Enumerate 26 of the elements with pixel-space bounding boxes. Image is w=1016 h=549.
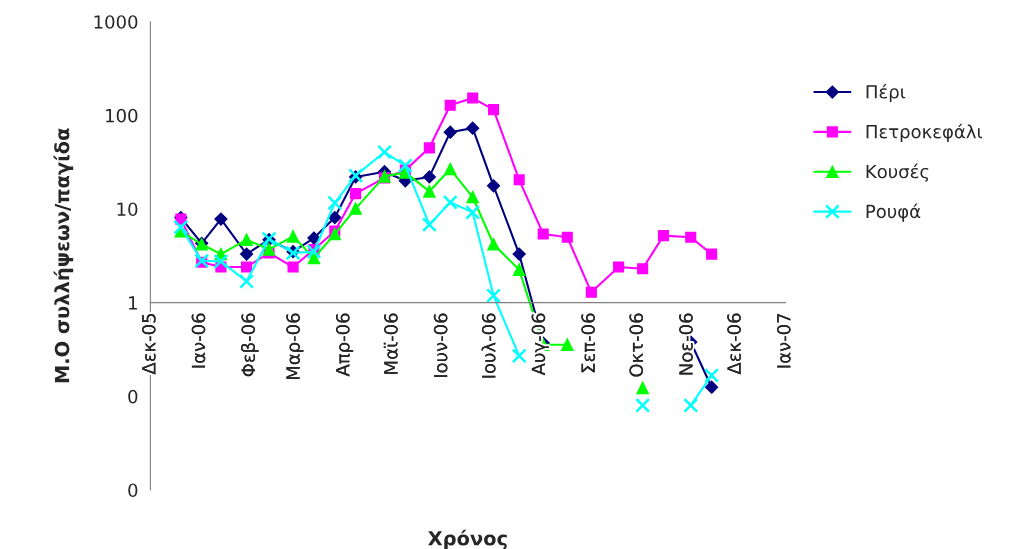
legend-label: Κουσές bbox=[866, 163, 929, 182]
x-tick-label: Μαϊ-06 bbox=[383, 313, 398, 374]
x-tick-label: Αυγ-06 bbox=[531, 313, 549, 376]
x-tick-label: Ιουν-06 bbox=[433, 313, 448, 378]
x-tick-label: Φεβ-06 bbox=[240, 313, 259, 377]
x-tick-label: Οκτ-06 bbox=[629, 313, 644, 377]
x-axis-title: Χρόνος bbox=[428, 529, 507, 549]
x-tick-label: Δεκ-06 bbox=[727, 313, 741, 375]
legend-label: Πετροκεφάλι bbox=[866, 123, 982, 142]
y-tick-label: 1 bbox=[129, 296, 137, 310]
y-tick-label: 0 bbox=[128, 483, 138, 498]
x-tick-label: Απρ-06 bbox=[335, 313, 354, 377]
x-tick-label: Ιαν-07 bbox=[776, 313, 791, 368]
x-tick-label: Ιουλ-06 bbox=[481, 313, 496, 378]
y-tick-label: 0 bbox=[128, 389, 138, 404]
x-tick-label: Μαρ-06 bbox=[286, 313, 304, 380]
legend-label: Πέρι bbox=[866, 83, 906, 103]
y-tick-label: 1000 bbox=[94, 15, 138, 29]
x-tick-label: Δεκ-05 bbox=[141, 313, 156, 375]
y-axis-title: Μ.Ο συλλήψεων/παγίδα bbox=[53, 128, 74, 383]
y-tick-label: 100 bbox=[106, 108, 138, 123]
x-tick-label: Ιαν-06 bbox=[191, 313, 206, 368]
legend-label: Ρουφά bbox=[866, 203, 921, 222]
x-tick-label: Σεπ-06 bbox=[581, 313, 596, 373]
x-tick-label: Νοε-06 bbox=[679, 313, 693, 375]
y-tick-label: 10 bbox=[117, 202, 138, 217]
